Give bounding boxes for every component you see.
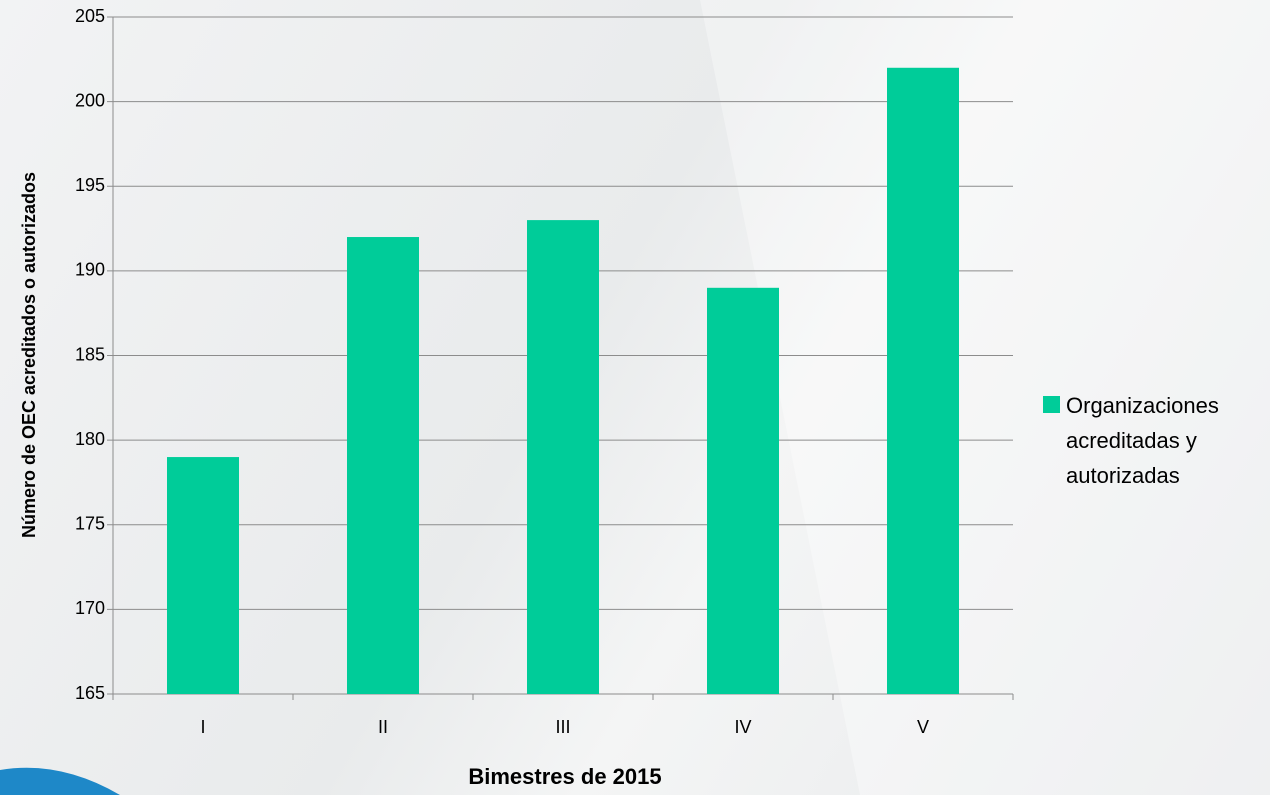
y-tick-label: 195 bbox=[75, 175, 105, 195]
bar bbox=[707, 287, 779, 694]
y-tick-label: 190 bbox=[75, 260, 105, 280]
y-tick-label: 200 bbox=[75, 90, 105, 110]
bar bbox=[167, 457, 239, 694]
y-tick-label: 180 bbox=[75, 429, 105, 449]
x-tick-label: II bbox=[378, 717, 388, 737]
legend-swatch bbox=[1043, 396, 1060, 413]
background-shape bbox=[700, 0, 1270, 795]
x-tick-label: V bbox=[917, 717, 929, 737]
x-tick-label: I bbox=[200, 717, 205, 737]
x-tick-label: IV bbox=[734, 717, 751, 737]
background-shape bbox=[0, 767, 120, 795]
legend-label: Organizaciones acreditadas y autorizadas bbox=[1066, 393, 1219, 488]
bar bbox=[527, 220, 599, 694]
y-tick-label: 185 bbox=[75, 344, 105, 364]
x-tick-label: III bbox=[555, 717, 570, 737]
y-axis-title: Número de OEC acreditados o autorizados bbox=[19, 172, 39, 538]
y-tick-label: 165 bbox=[75, 683, 105, 703]
y-tick-label: 170 bbox=[75, 598, 105, 618]
x-axis-title: Bimestres de 2015 bbox=[468, 764, 661, 789]
bar bbox=[347, 237, 419, 694]
y-tick-label: 205 bbox=[75, 6, 105, 26]
y-tick-label: 175 bbox=[75, 514, 105, 534]
bar bbox=[887, 67, 959, 694]
